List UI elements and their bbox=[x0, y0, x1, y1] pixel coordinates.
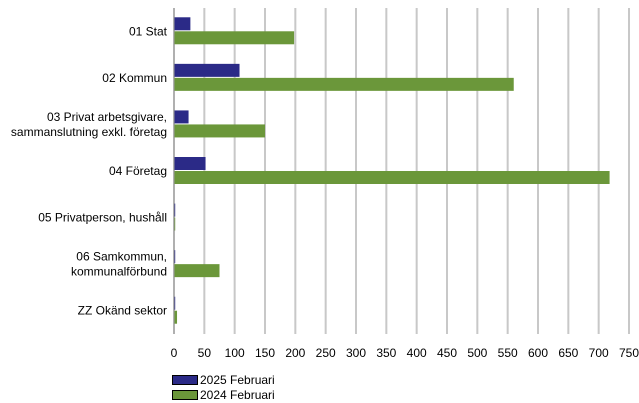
x-tick-label-550: 550 bbox=[498, 346, 518, 360]
x-tick-label-100: 100 bbox=[225, 346, 245, 360]
legend-swatch-2024 bbox=[172, 389, 198, 400]
category-label-0: 01 Stat bbox=[129, 24, 168, 38]
bar-2025-1 bbox=[174, 63, 240, 77]
bar-2025-3 bbox=[174, 157, 206, 170]
x-tick-label-750: 750 bbox=[619, 346, 639, 360]
category-label-5: 06 Samkommun, kommunalförbund bbox=[71, 250, 167, 279]
legend-item-2025: 2025 Februari bbox=[172, 372, 275, 387]
x-tick-label-250: 250 bbox=[316, 346, 336, 360]
x-tick-label-350: 350 bbox=[376, 346, 396, 360]
bar-2024-2 bbox=[174, 124, 265, 138]
legend-swatch-2025 bbox=[172, 374, 198, 385]
bar-2025-4 bbox=[174, 203, 176, 217]
category-labels: 01 Stat 02 Kommun 03 Privat arbetsgivare, s… bbox=[11, 24, 168, 317]
x-tick-label-300: 300 bbox=[346, 346, 366, 360]
x-tick-label-150: 150 bbox=[255, 346, 275, 360]
bar-2024-3 bbox=[174, 171, 610, 184]
bar-2025-2 bbox=[174, 110, 189, 124]
legend: 2025 Februari 2024 Februari bbox=[172, 372, 275, 402]
bar-2025-6 bbox=[174, 296, 176, 310]
bars bbox=[173, 8, 610, 334]
category-label-6: ZZ Okänd sektor bbox=[78, 304, 167, 318]
category-label-1: 02 Kommun bbox=[102, 71, 167, 85]
bar-2024-5 bbox=[174, 264, 220, 278]
bar-2024-0 bbox=[174, 31, 295, 45]
category-label-4: 05 Privatperson, hushåll bbox=[38, 211, 167, 225]
x-tick-label-400: 400 bbox=[407, 346, 427, 360]
x-tick-label-0: 0 bbox=[171, 346, 178, 360]
x-tick-label-200: 200 bbox=[285, 346, 305, 360]
x-tick-labels: 0 50 100 150 200 250 300 350 400 450 500 550 600 650 7… bbox=[171, 346, 639, 360]
bar-2024-1 bbox=[174, 77, 514, 91]
legend-label-2024: 2024 Februari bbox=[200, 387, 275, 402]
bar-2025-5 bbox=[174, 250, 176, 264]
category-label-3: 04 Företag bbox=[109, 164, 167, 178]
x-tick-label-500: 500 bbox=[467, 346, 487, 360]
legend-item-2024: 2024 Februari bbox=[172, 387, 275, 402]
bar-2025-0 bbox=[174, 17, 191, 31]
x-tick-label-650: 650 bbox=[558, 346, 578, 360]
bar-2024-4 bbox=[174, 217, 176, 231]
x-tick-label-50: 50 bbox=[198, 346, 212, 360]
category-label-2: 03 Privat arbetsgivare, sammanslutning ex… bbox=[11, 110, 167, 139]
x-tick-label-600: 600 bbox=[528, 346, 548, 360]
x-tick-label-450: 450 bbox=[437, 346, 457, 360]
bar-2024-6 bbox=[174, 310, 178, 324]
x-tick-label-700: 700 bbox=[589, 346, 609, 360]
legend-label-2025: 2025 Februari bbox=[200, 372, 275, 387]
